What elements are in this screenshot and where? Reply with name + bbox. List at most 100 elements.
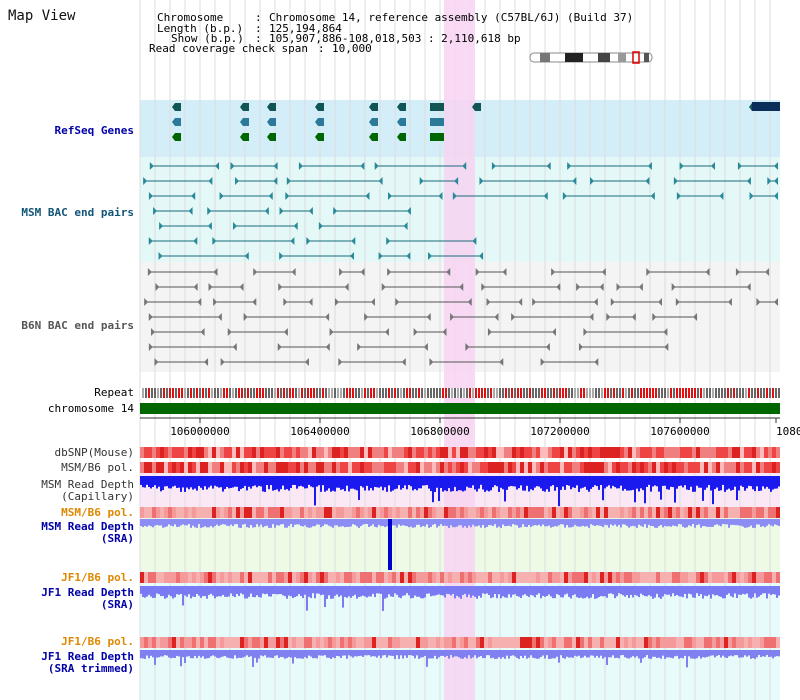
selection-highlight[interactable] xyxy=(444,0,475,700)
repeat-block xyxy=(472,388,474,398)
track-label-jf1-depth-trim[interactable]: JF1 Read Depth xyxy=(41,650,134,663)
jf1-trim-depth xyxy=(258,650,260,659)
track-label-dbsnp[interactable]: dbSNP(Mouse) xyxy=(54,446,134,459)
jf1-trim-depth xyxy=(634,650,636,658)
jf1-pol-cell xyxy=(496,572,500,583)
repeat-block xyxy=(634,388,636,398)
jf1-pol-cell xyxy=(144,572,148,583)
jf1-trim-depth xyxy=(192,650,194,659)
bac-end xyxy=(601,268,606,276)
jf1-sra-depth xyxy=(590,586,592,598)
dbsnp-cell xyxy=(280,447,284,458)
jf1-sra-depth xyxy=(576,586,578,598)
msm-sra-depth xyxy=(208,519,210,528)
msm-sra-depth xyxy=(186,519,188,526)
msm-cap-depth xyxy=(554,476,556,491)
msm-cap-depth xyxy=(776,476,778,489)
bac-end xyxy=(351,237,356,245)
dbsnp-cell xyxy=(776,447,780,458)
chromosome-bar[interactable] xyxy=(140,403,780,414)
track-label-jf1-b6-pol-1[interactable]: JF1/B6 pol. xyxy=(61,571,134,584)
track-label-msm-b6-pol-2[interactable]: MSM/B6 pol. xyxy=(61,506,134,519)
track-label-msm-depth-sra[interactable]: MSM Read Depth xyxy=(41,520,134,533)
bac-end xyxy=(467,298,472,306)
repeat-block xyxy=(241,388,243,398)
jf1-sra-depth xyxy=(630,586,632,595)
jf1-trim-depth xyxy=(722,650,724,656)
msm-sra-depth xyxy=(402,519,404,526)
jf1-pol-cell xyxy=(632,637,636,648)
jf1-trim-depth xyxy=(638,650,640,659)
track-label-jf1-b6-pol-2[interactable]: JF1/B6 pol. xyxy=(61,635,134,648)
msm-pol-cell xyxy=(600,507,604,518)
repeat-block xyxy=(778,388,780,398)
jf1-sra-depth xyxy=(232,586,234,597)
length-label: Length (b.p.) xyxy=(157,22,244,35)
jf1-sra-depth xyxy=(200,586,202,598)
track-label-msm-depth-cap[interactable]: MSM Read Depth xyxy=(41,478,134,491)
jf1-pol-cell xyxy=(404,572,408,583)
jf1-trim-depth xyxy=(692,650,694,659)
jf1-trim-depth xyxy=(526,650,528,659)
jf1-pol-cell xyxy=(408,572,412,583)
track-label-msm-bac[interactable]: MSM BAC end pairs xyxy=(21,206,134,219)
jf1-trim-depth xyxy=(326,650,328,658)
jf1-trim-depth xyxy=(306,650,308,659)
msm-cap-depth xyxy=(660,476,662,500)
jf1-sra-depth xyxy=(444,586,446,598)
track-label-jf1-depth-sra[interactable]: JF1 Read Depth xyxy=(41,586,134,599)
msm-pol-cell xyxy=(472,462,476,473)
msm-sra-depth xyxy=(472,519,474,525)
msm-pol-cell xyxy=(744,507,748,518)
gene-feature xyxy=(397,103,400,111)
jf1-pol-cell xyxy=(428,572,432,583)
msm-sra-depth xyxy=(684,519,686,528)
jf1-pol-cell xyxy=(516,572,520,583)
jf1-sra-depth xyxy=(300,586,302,596)
jf1-pol-cell xyxy=(164,637,168,648)
msm-pol-cell xyxy=(168,507,172,518)
jf1-pol-cell xyxy=(160,637,164,648)
msm-pol-cell xyxy=(752,462,756,473)
jf1-sra-depth xyxy=(306,586,308,611)
msm-pol-cell xyxy=(552,462,556,473)
msm-pol-cell xyxy=(452,462,456,473)
jf1-pol-cell xyxy=(560,637,564,648)
msm-pol-cell xyxy=(632,507,636,518)
coverage-colon: : xyxy=(318,42,325,55)
repeat-block xyxy=(760,388,762,398)
jf1-pol-cell xyxy=(772,637,776,648)
msm-sra-depth xyxy=(282,519,284,525)
jf1-trim-depth xyxy=(360,650,362,656)
track-label-msm-b6-pol-1[interactable]: MSM/B6 pol. xyxy=(61,461,134,474)
msm-cap-depth xyxy=(268,476,270,490)
bac-end xyxy=(459,283,464,291)
bac-end xyxy=(406,252,411,260)
dbsnp-cell xyxy=(512,447,516,458)
jf1-sra-depth xyxy=(296,586,298,597)
msm-cap-depth xyxy=(520,476,522,486)
dbsnp-cell xyxy=(436,447,440,458)
jf1-sra-depth xyxy=(504,586,506,598)
jf1-pol-cell xyxy=(304,637,308,648)
msm-sra-depth xyxy=(704,519,706,527)
bac-end xyxy=(232,222,237,230)
chromosome-ideogram[interactable] xyxy=(529,51,653,64)
msm-sra-depth xyxy=(386,519,388,527)
gene-feature xyxy=(369,103,372,111)
msm-pol-cell xyxy=(668,462,672,473)
track-label-refseq[interactable]: RefSeq Genes xyxy=(54,124,134,137)
msm-cap-depth xyxy=(414,476,416,490)
jf1-pol-cell xyxy=(396,572,400,583)
msm-cap-depth xyxy=(746,476,748,489)
jf1-sra-depth xyxy=(496,586,498,599)
msm-pol-cell xyxy=(304,462,308,473)
track-label-b6n-bac[interactable]: B6N BAC end pairs xyxy=(21,319,134,332)
msm-sra-depth xyxy=(434,519,436,525)
bac-end xyxy=(153,207,158,215)
dbsnp-cell xyxy=(624,447,628,458)
msm-cap-depth xyxy=(770,476,772,492)
msm-pol-cell xyxy=(480,507,484,518)
dbsnp-cell xyxy=(652,447,656,458)
